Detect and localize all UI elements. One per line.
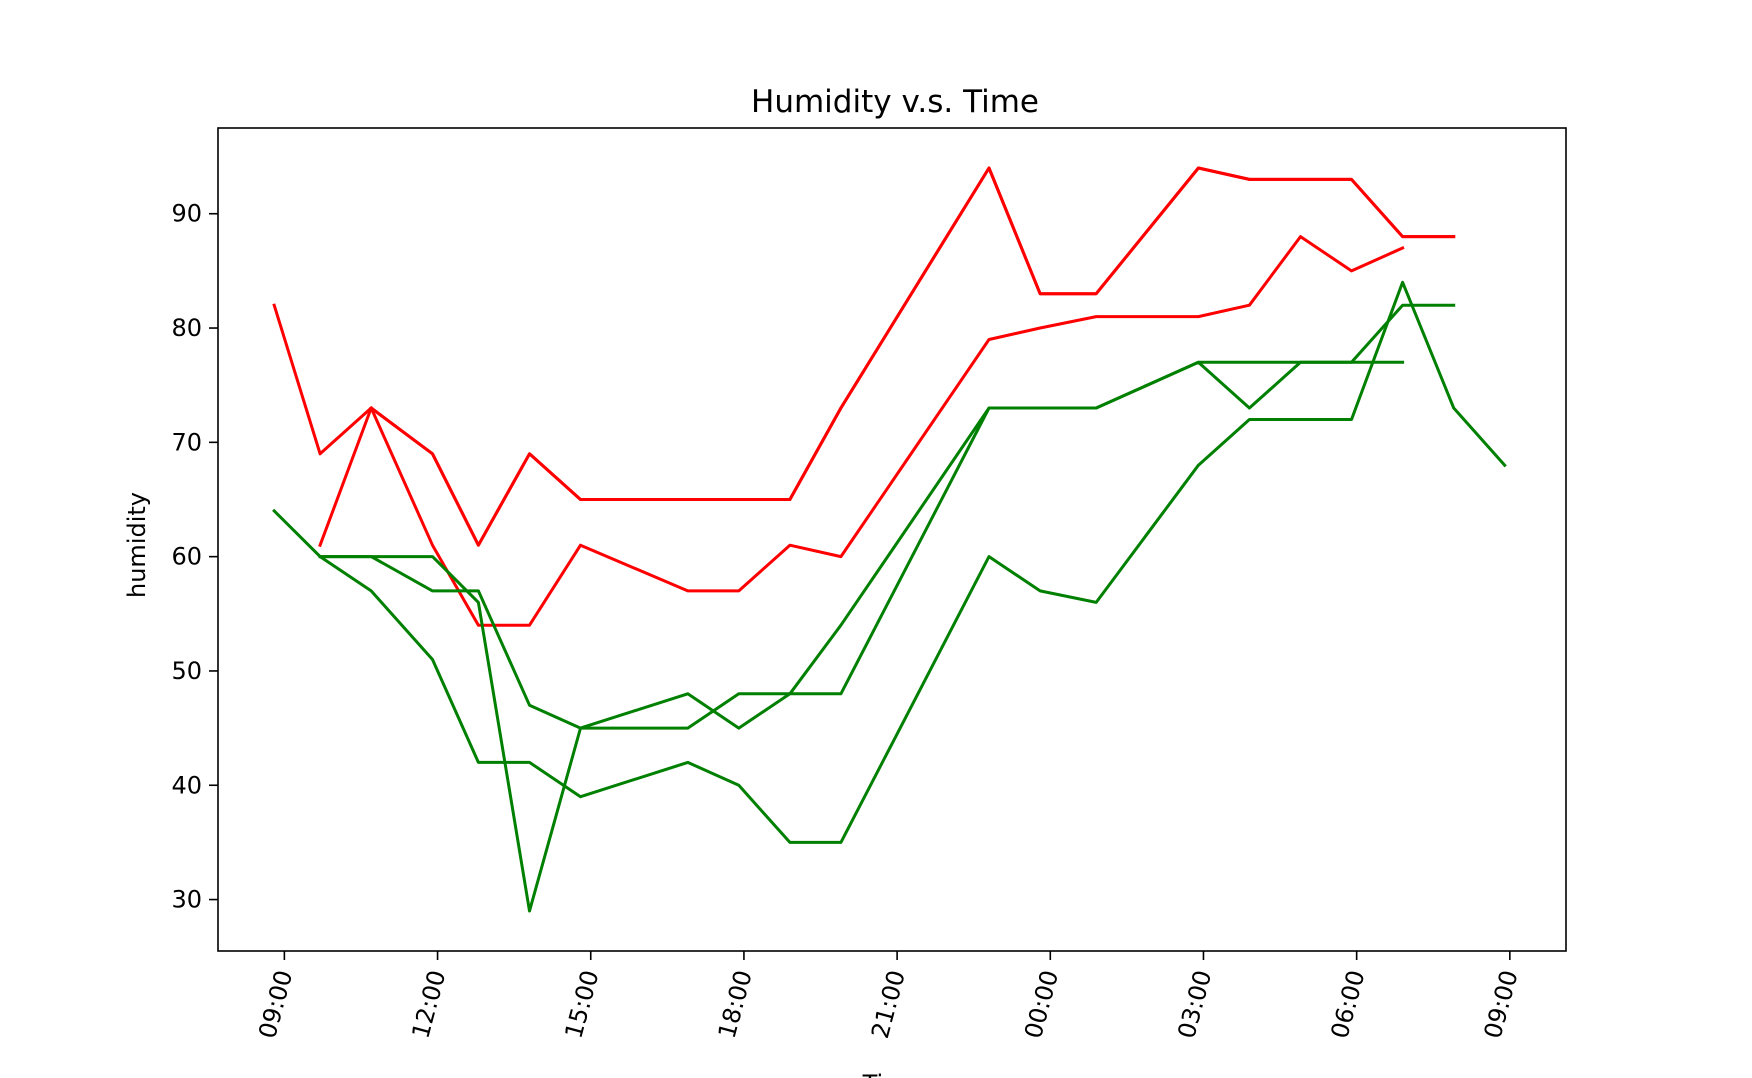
y-axis: 30 40 50 60 70 80 90: [171, 200, 218, 914]
y-tick-label: 80: [171, 314, 202, 342]
x-axis-title: Time: [862, 1070, 922, 1078]
y-tick-label: 60: [171, 543, 202, 571]
plot-frame: [217, 127, 1567, 952]
chart-title: Humidity v.s. Time: [751, 84, 1039, 120]
y-tick-label: 40: [171, 771, 202, 799]
series-line-4: [272, 280, 1507, 844]
series-layer: [272, 166, 1507, 913]
series-line-3: [369, 235, 1405, 627]
y-tick-label: 90: [171, 200, 202, 228]
y-axis-title: humidity: [123, 492, 151, 598]
y-tick-label: 30: [171, 886, 202, 914]
series-line-2: [318, 166, 1456, 548]
y-tick-label: 70: [171, 428, 202, 456]
series-line-6: [318, 360, 1405, 730]
y-tick-label: 50: [171, 657, 202, 685]
